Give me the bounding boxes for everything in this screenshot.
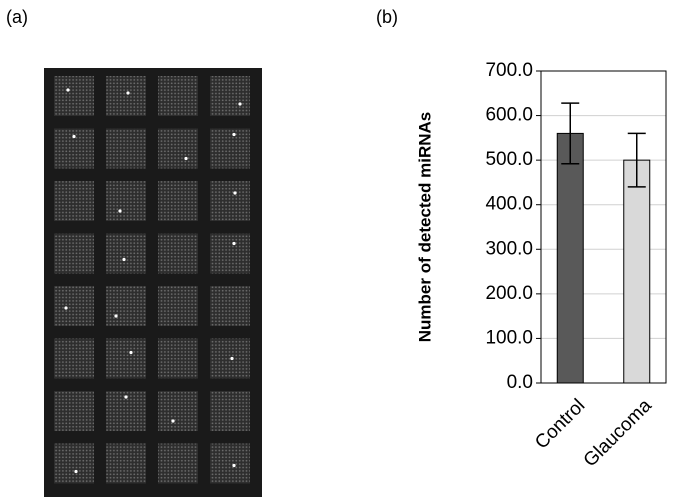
bar [623, 159, 651, 384]
array-spot [74, 469, 78, 474]
y-tick-label: 600.0 [485, 105, 533, 126]
panel-label: (a) [6, 7, 28, 27]
array-block [210, 128, 250, 169]
y-tick-label: 100.0 [485, 327, 533, 348]
array-spot [122, 257, 126, 262]
array-block [106, 286, 146, 326]
array-block [210, 286, 250, 326]
array-spot [124, 395, 128, 399]
array-block [106, 128, 146, 169]
array-block [54, 128, 94, 169]
array-block [210, 443, 250, 484]
panel-label: (b) [376, 7, 398, 27]
array-spot [118, 209, 122, 213]
array-spot [232, 241, 236, 246]
array-block [54, 391, 94, 431]
y-tick-label: 200.0 [485, 283, 533, 304]
y-tick-label: 500.0 [485, 149, 533, 170]
array-spot [72, 134, 76, 139]
array-spot [171, 419, 175, 423]
x-tick-label: Glaucoma [580, 395, 656, 471]
y-tick-label: 300.0 [485, 238, 533, 259]
plot-frame [540, 70, 667, 384]
array-block [210, 391, 250, 431]
array-block [158, 391, 198, 431]
array-spot [238, 102, 242, 106]
array-spot [64, 306, 68, 310]
array-spot [126, 91, 130, 95]
bar [556, 132, 584, 384]
bar-chart: 0.0 100.0 200.0 300.0 400.0 500.0 600.0 700.0 Nu… [415, 60, 667, 471]
array-block [54, 286, 94, 326]
array-spot [232, 463, 236, 468]
array-block [158, 338, 198, 379]
array-spot [114, 314, 118, 318]
array-block [158, 286, 198, 326]
array-block [106, 233, 146, 274]
array-block [54, 233, 94, 274]
array-block [158, 443, 198, 484]
microarray-blocks [54, 76, 250, 484]
array-block [54, 338, 94, 379]
array-block [106, 76, 146, 116]
array-spot [232, 132, 236, 137]
array-spot [184, 156, 188, 161]
array-block [54, 443, 94, 484]
array-block [158, 128, 198, 169]
array-spot [129, 350, 133, 355]
array-block [210, 233, 250, 274]
array-block [106, 443, 146, 484]
array-block [210, 76, 250, 116]
array-block [158, 76, 198, 116]
array-block [106, 338, 146, 379]
array-block [158, 233, 198, 274]
array-block [54, 76, 94, 116]
y-tick-label: 400.0 [485, 194, 533, 215]
array-spot [230, 356, 234, 361]
array-spot [66, 88, 70, 92]
array-block [54, 181, 94, 221]
x-tick-label: Control [531, 395, 589, 453]
y-axis-label: Number of detected miRNAs [415, 112, 434, 342]
array-block [158, 181, 198, 221]
array-block [210, 181, 250, 221]
array-spot [233, 191, 237, 195]
y-tick-label: 700.0 [485, 60, 533, 81]
array-block [210, 338, 250, 379]
y-tick-label: 0.0 [507, 372, 533, 393]
array-block [106, 181, 146, 221]
